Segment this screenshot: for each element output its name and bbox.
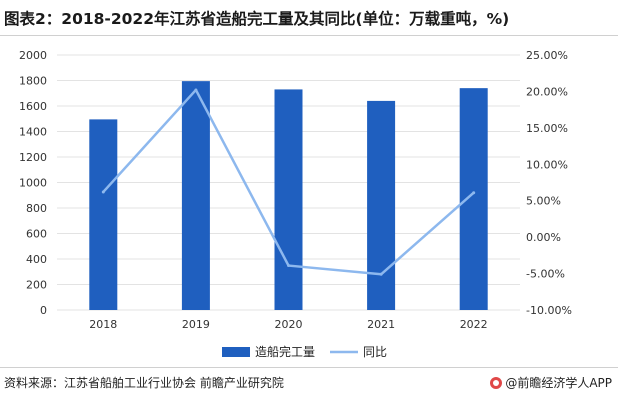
source-note: 资料来源：江苏省船舶工业行业协会 前瞻产业研究院 xyxy=(4,376,284,390)
y-right-tick-label: 5.00% xyxy=(526,195,561,208)
y-left-tick-label: 200 xyxy=(26,279,47,292)
y-left-tick-label: 1400 xyxy=(19,126,47,139)
y-left-tick-label: 1800 xyxy=(19,75,47,88)
legend-bar-label: 造船完工量 xyxy=(255,344,315,359)
title-divider xyxy=(0,35,618,36)
x-tick-label: 2021 xyxy=(367,318,395,331)
y-left-tick-label: 0 xyxy=(40,304,47,317)
y-right-tick-label: 25.00% xyxy=(526,49,568,62)
brand-credit: @前瞻经济学人APP xyxy=(490,374,612,391)
bar xyxy=(459,88,488,311)
y-right-tick-label: 10.00% xyxy=(526,158,568,171)
y-right-tick-label: 0.00% xyxy=(526,231,561,244)
y-left-tick-label: 800 xyxy=(26,202,47,215)
y-right-tick-label: -5.00% xyxy=(526,268,565,281)
bar xyxy=(367,100,396,311)
yoy-point xyxy=(101,190,105,194)
footer-divider xyxy=(0,367,618,368)
y-left-tick-label: 2000 xyxy=(19,49,47,62)
y-left-tick-label: 1000 xyxy=(19,177,47,190)
y-right-tick-label: 20.00% xyxy=(526,85,568,98)
y-right-tick-label: -10.00% xyxy=(526,304,572,317)
x-tick-label: 2018 xyxy=(89,318,117,331)
y-left-tick-label: 400 xyxy=(26,253,47,266)
y-left-tick-label: 1600 xyxy=(19,100,47,113)
legend-bar-swatch xyxy=(222,347,250,357)
x-tick-label: 2022 xyxy=(460,318,488,331)
x-tick-label: 2019 xyxy=(182,318,210,331)
brand-logo-icon xyxy=(490,376,503,389)
bar xyxy=(274,89,303,310)
y-left-tick-label: 1200 xyxy=(19,151,47,164)
yoy-point xyxy=(379,272,383,276)
brand-text: @前瞻经济学人APP xyxy=(505,376,612,390)
bar xyxy=(181,81,210,310)
yoy-point xyxy=(472,191,476,195)
y-right-tick-label: 15.00% xyxy=(526,122,568,135)
bar xyxy=(89,119,118,310)
chart-title: 图表2：2018-2022年江苏省造船完工量及其同比(单位：万载重吨，%) xyxy=(4,10,510,28)
y-left-tick-label: 600 xyxy=(26,228,47,241)
yoy-point xyxy=(194,88,198,92)
yoy-point xyxy=(287,264,290,268)
x-tick-label: 2020 xyxy=(275,318,303,331)
legend-line-label: 同比 xyxy=(363,345,387,359)
